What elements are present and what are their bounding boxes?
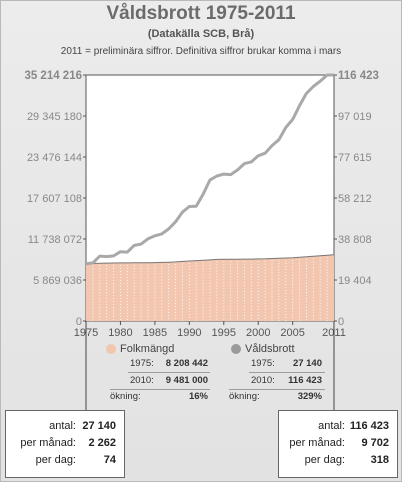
legend-crime-inc-value: 329%	[297, 391, 322, 402]
legend-name-folkmangd: Folkmängd	[120, 343, 175, 355]
legend-pop-inc-label: ökning:	[110, 391, 141, 402]
series-line-valdsbrott	[85, 73, 334, 266]
box-left-day-value: 74	[103, 454, 116, 466]
legend-dot-valdsbrott	[231, 344, 241, 354]
x-axis-tick-label: 2000	[246, 327, 270, 339]
right-axis-tick-label: 97 019	[338, 111, 372, 123]
left-axis-tick-label: 23 476 144	[27, 152, 82, 164]
left-axis-tick-label: 5 869 036	[33, 275, 82, 287]
box-right-antal-value: 116 423	[349, 420, 389, 432]
legend-crime-y1-label: 1975:	[251, 358, 275, 369]
legend: Folkmängd 1975: 8 208 442 2010: 9 481 00…	[100, 343, 344, 403]
legend-pop-separator2	[110, 389, 210, 390]
right-axis-tick-label: 38 808	[338, 234, 372, 246]
x-axis-tick-label: 2011	[322, 327, 346, 339]
left-axis-tick-label: 29 345 180	[27, 111, 82, 123]
x-axis-tick-label: 1985	[143, 327, 167, 339]
stats-box-2011: antal: 116 423 per månad: 9 702 per dag: 31…	[278, 410, 398, 478]
left-axis-tick-label: 17 607 108	[27, 193, 82, 205]
box-right-antal-label: antal:	[318, 420, 345, 432]
legend-pop-separator	[128, 372, 210, 373]
chart-note: 2011 = preliminära siffror. Definitiva s…	[60, 46, 342, 57]
right-axis-tick-label: 19 404	[338, 275, 372, 287]
box-left-antal-value: 27 140	[82, 420, 116, 432]
stats-box-1975: antal: 27 140 per månad: 2 262 per dag: 74	[5, 410, 125, 478]
legend-crime-separator2	[229, 389, 325, 390]
series-area-folkmangd	[86, 254, 334, 321]
legend-crime-y2-value: 116 423	[288, 375, 322, 386]
box-right-month-value: 9 702	[361, 437, 389, 449]
legend-name-valdsbrott: Våldsbrott	[245, 343, 295, 355]
legend-crime-inc-label: ökning:	[229, 391, 260, 402]
series-area-edge-folkmangd	[85, 254, 335, 265]
right-axis-tick-label: 58 212	[338, 193, 372, 205]
right-axis-tick-label: 0	[338, 316, 344, 328]
chart-subtitle: (Datakälla SCB, Brå)	[147, 28, 255, 40]
box-left-month-label: per månad:	[20, 437, 76, 449]
page-title: Våldsbrott 1975-2011	[106, 3, 296, 24]
box-right-day-value: 318	[370, 454, 389, 466]
x-axis-tick-label: 1975	[74, 327, 98, 339]
box-left-month-value: 2 262	[88, 437, 116, 449]
left-axis-tick-label: 11 738 072	[28, 234, 82, 246]
box-right-day-label: per dag:	[304, 454, 345, 466]
legend-crime-y2-label: 2010:	[251, 375, 275, 386]
legend-dot-folkmangd	[106, 344, 116, 354]
right-axis-tick-label: 77 615	[338, 152, 372, 164]
x-axis-tick-label: 1995	[212, 327, 236, 339]
legend-crime-separator	[249, 372, 325, 373]
right-axis-tick-label: 116 423	[338, 70, 379, 82]
legend-pop-y1-value: 8 208 442	[165, 358, 208, 369]
legend-pop-y2-label: 2010:	[130, 375, 154, 386]
left-axis-tick-label: 35 214 216	[24, 70, 82, 82]
left-axis-tick-label: 0	[76, 316, 82, 328]
x-axis-tick-label: 1980	[108, 327, 132, 339]
x-axis-tick-label: 2005	[280, 327, 304, 339]
box-left-antal-label: antal:	[49, 420, 76, 432]
x-axis-tick-label: 1990	[177, 327, 201, 339]
box-right-month-label: per månad:	[289, 437, 345, 449]
box-left-day-label: per dag:	[35, 454, 76, 466]
legend-crime-y1-value: 27 140	[292, 358, 322, 369]
legend-pop-y1-label: 1975:	[130, 358, 154, 369]
legend-pop-y2-value: 9 481 000	[165, 375, 208, 386]
chart-svg: 0 5 869 036 11 738 072 17 607 108 23 476 144…	[24, 70, 379, 339]
legend-pop-inc-value: 16%	[188, 391, 208, 402]
